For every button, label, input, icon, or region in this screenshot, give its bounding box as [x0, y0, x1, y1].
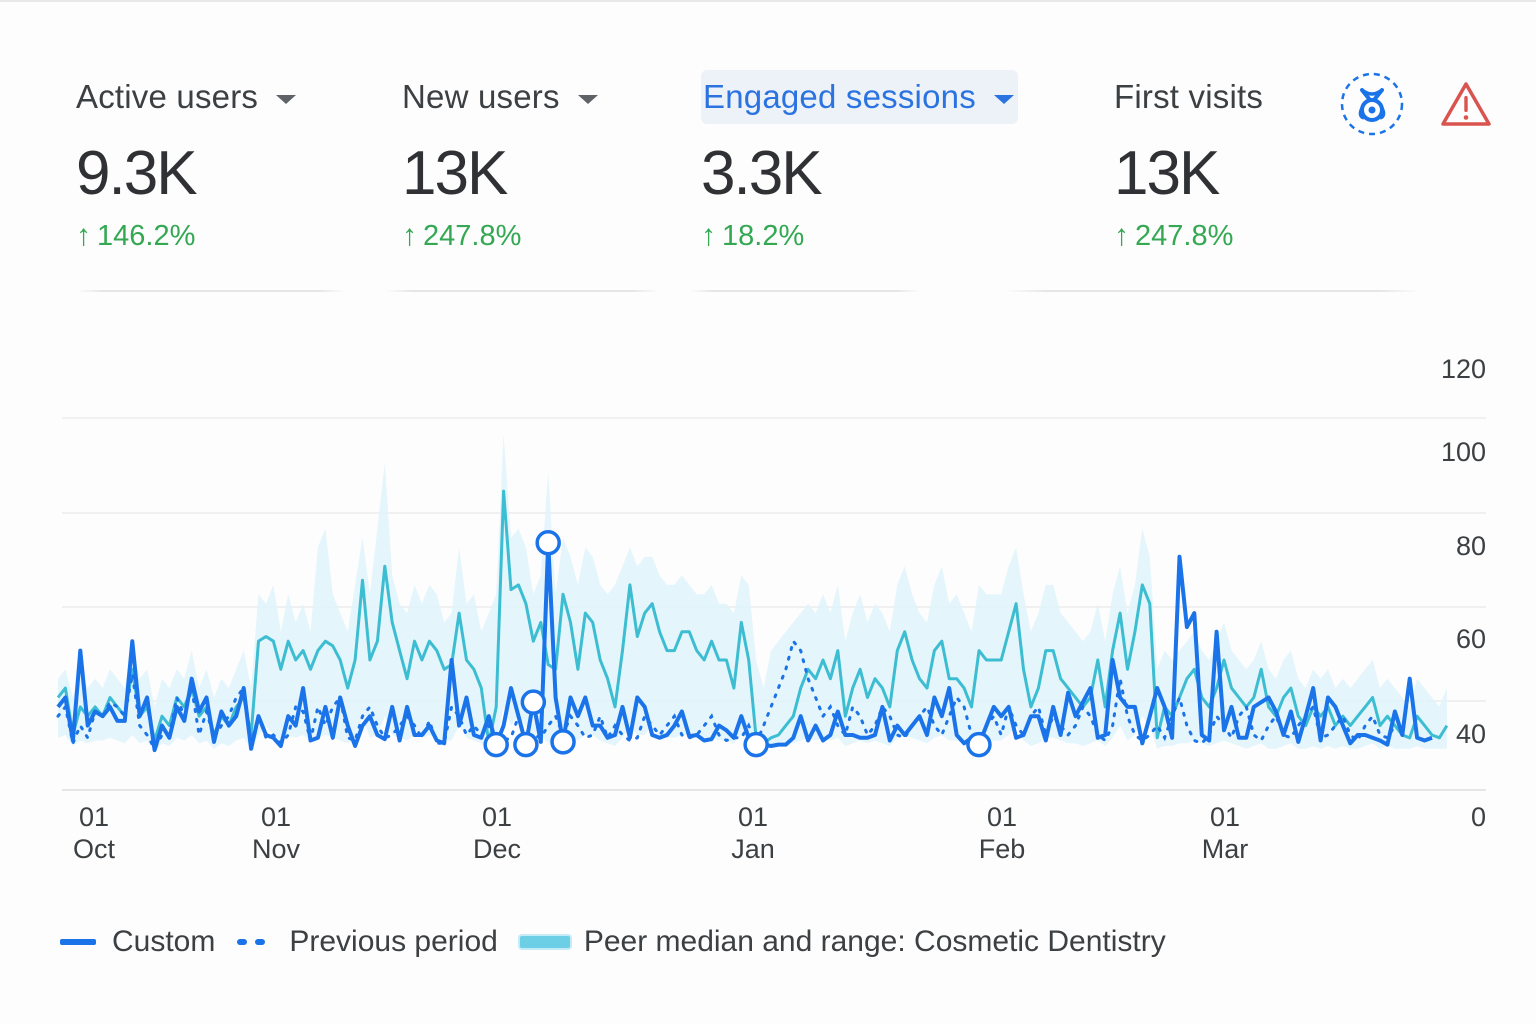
metric-selector[interactable]: Active users [76, 70, 297, 124]
metric-first-visits[interactable]: First visits 13K ↑ 247.8% [1114, 70, 1263, 253]
benchmark-badge-icon[interactable] [1340, 72, 1404, 136]
anomaly-point[interactable] [743, 731, 769, 758]
metric-selector[interactable]: Engaged sessions [701, 70, 1018, 124]
metric-delta-value: 247.8% [423, 219, 522, 252]
metric-value: 3.3K [701, 139, 823, 208]
y-tick-label: 60 [1456, 624, 1486, 654]
custom-line [56, 540, 1433, 753]
series-lines [56, 489, 1449, 753]
x-tick-month: Jan [731, 834, 775, 864]
anomaly-point[interactable] [520, 689, 547, 715]
arrow-up-icon: ↑ [1114, 219, 1129, 252]
anomaly-point[interactable] [550, 729, 576, 755]
warning-triangle-icon[interactable] [1440, 80, 1492, 128]
x-tick-month: Oct [73, 834, 116, 864]
metric-new-users[interactable]: New users 13K ↑ 247.8% [402, 70, 598, 253]
metric-delta: ↑ 247.8% [1114, 219, 1263, 253]
legend-label: Peer median and range: Cosmetic Dentistr… [583, 925, 1166, 958]
x-tick-day: 01 [79, 802, 109, 832]
chevron-down-icon[interactable] [577, 94, 598, 104]
metric-label: New users [402, 78, 560, 115]
legend-label: Previous period [289, 925, 498, 958]
band-swatch [519, 936, 570, 948]
dotted-line-swatch [237, 939, 273, 945]
legend-item-peer-benchmark[interactable]: Peer median and range: Cosmetic Dentistr… [519, 925, 1166, 959]
x-tick-month: Nov [252, 834, 301, 864]
legend-label: Custom [112, 925, 216, 958]
metric-delta-value: 18.2% [722, 219, 805, 252]
x-tick-month: Feb [979, 834, 1026, 864]
metric-delta-value: 247.8% [1135, 219, 1234, 252]
metric-divider [1005, 290, 1420, 292]
x-tick-month: Dec [473, 834, 521, 864]
metric-delta: ↑ 18.2% [701, 219, 1018, 253]
anomaly-point[interactable] [966, 731, 992, 758]
metric-value: 9.3K [76, 139, 198, 208]
x-tick-day: 01 [261, 802, 291, 832]
legend-item-previous-period[interactable]: Previous period [237, 925, 498, 959]
arrow-up-icon: ↑ [402, 219, 417, 252]
metric-value: 13K [1114, 139, 1220, 208]
metric-delta-value: 146.2% [97, 219, 196, 252]
arrow-up-icon: ↑ [701, 219, 716, 252]
x-tick-day: 01 [1210, 802, 1240, 832]
legend-item-custom[interactable]: Custom [60, 925, 215, 959]
solid-line-swatch [60, 939, 96, 945]
metric-engaged-sessions[interactable]: Engaged sessions 3.3K ↑ 18.2% [701, 70, 1018, 253]
x-tick-month: Mar [1202, 834, 1249, 864]
chevron-down-icon[interactable] [276, 94, 297, 104]
metric-selector[interactable]: New users [402, 70, 598, 124]
metric-active-users[interactable]: Active users 9.3K ↑ 146.2% [76, 70, 297, 253]
x-tick-day: 01 [482, 802, 512, 832]
metric-label: First visits [1114, 78, 1264, 115]
y-tick-label: 0 [1471, 802, 1486, 832]
metric-selector[interactable]: First visits [1114, 70, 1263, 124]
top-border [0, 0, 1536, 2]
anomaly-point[interactable] [535, 529, 561, 556]
metric-divider [690, 290, 920, 292]
arrow-up-icon: ↑ [76, 219, 91, 252]
y-axis-ticks: 120 100 80 60 40 0 [1441, 354, 1486, 832]
metric-divider [385, 290, 660, 292]
anomaly-point[interactable] [483, 731, 509, 758]
metric-divider [76, 290, 346, 292]
metric-value: 13K [402, 139, 508, 208]
y-tick-label: 80 [1456, 531, 1486, 561]
metric-delta: ↑ 247.8% [402, 219, 598, 253]
metric-delta: ↑ 146.2% [76, 219, 296, 253]
metric-label: Engaged sessions [703, 78, 976, 115]
y-tick-label: 40 [1456, 719, 1486, 749]
anomaly-points [483, 529, 992, 758]
anomaly-point[interactable] [513, 731, 539, 758]
x-tick-day: 01 [987, 802, 1017, 832]
y-tick-label: 100 [1441, 437, 1486, 467]
chart-legend: Custom Previous period Peer median and r… [60, 925, 1188, 959]
metric-label: Active users [76, 78, 259, 115]
chevron-down-icon[interactable] [993, 94, 1014, 104]
peer-median-line [56, 489, 1449, 745]
x-tick-day: 01 [738, 802, 768, 832]
y-tick-label: 120 [1441, 354, 1486, 384]
